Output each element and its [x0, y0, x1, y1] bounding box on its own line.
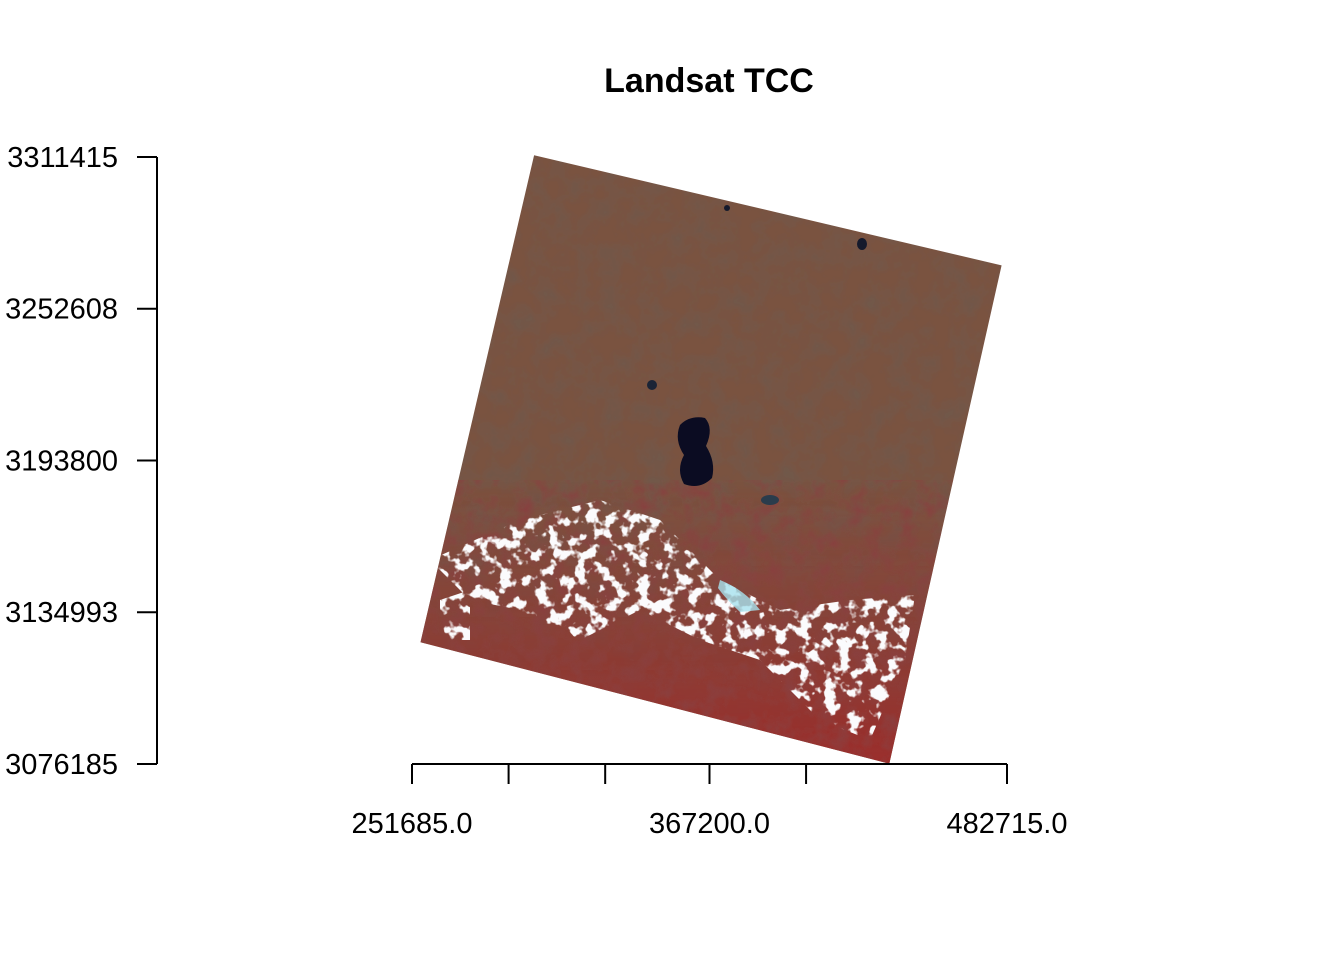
glacier-ice — [718, 580, 760, 612]
x-tick-label-0: 251685.0 — [352, 808, 473, 840]
lake-small-east — [761, 495, 779, 505]
lake-small-west — [647, 380, 657, 390]
lake-north-2 — [724, 205, 730, 211]
y-tick-label-2: 3193800 — [5, 446, 118, 478]
y-axis: 3311415 3252608 3193800 3134993 3076185 — [5, 142, 158, 781]
landsat-raster-image — [420, 155, 1002, 764]
snow-cover — [430, 500, 915, 740]
x-axis: 251685.0 367200.0 482715.0 — [352, 763, 1068, 840]
lake-north — [857, 238, 867, 250]
y-tick-label-4: 3076185 — [5, 749, 118, 781]
x-ticks: 251685.0 367200.0 482715.0 — [352, 764, 1068, 840]
x-tick-label-1: 367200.0 — [649, 808, 770, 840]
y-tick-label-3: 3134993 — [5, 597, 118, 629]
lake-large — [677, 417, 714, 486]
y-tick-label-1: 3252608 — [5, 294, 118, 326]
chart-title: Landsat TCC — [604, 62, 814, 100]
y-ticks: 3311415 3252608 3193800 3134993 3076185 — [5, 142, 157, 781]
y-tick-label-0: 3311415 — [7, 142, 118, 174]
x-tick-label-2: 482715.0 — [947, 808, 1068, 840]
